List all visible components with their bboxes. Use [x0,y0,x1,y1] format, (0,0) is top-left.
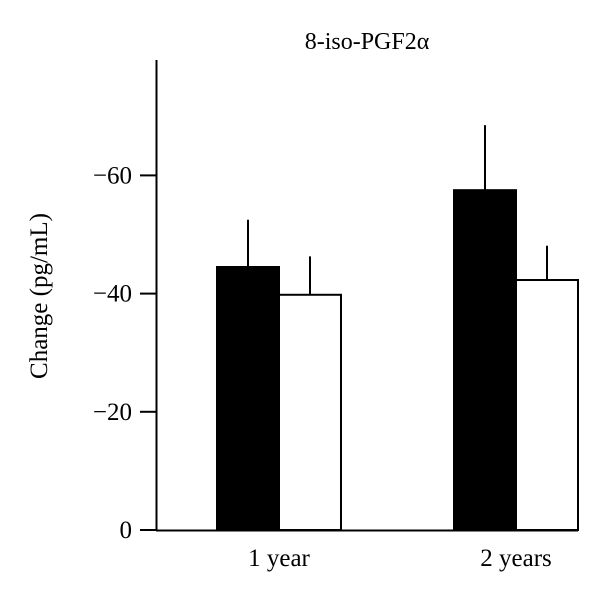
y-tick-label: −20 [93,399,132,426]
x-tick-label: 1 year [248,545,310,572]
x-tick-labels: 1 year 2 years [248,545,552,572]
bars [216,125,579,532]
chart-title: 8-iso-PGF2α [305,29,430,55]
y-axis-label: Change (pg/mL) [26,213,53,379]
bar-black-2 [453,189,517,532]
bar-white-2 [515,279,579,531]
bar-white-1 [278,293,342,532]
x-tick-label: 2 years [480,545,552,572]
y-tick-label: 0 [120,517,133,544]
y-tick-label: −40 [93,281,132,308]
y-ticks: 0 −20 −40 −60 [93,162,156,544]
y-tick-label: −60 [93,162,132,189]
bar-black-1 [216,266,280,531]
